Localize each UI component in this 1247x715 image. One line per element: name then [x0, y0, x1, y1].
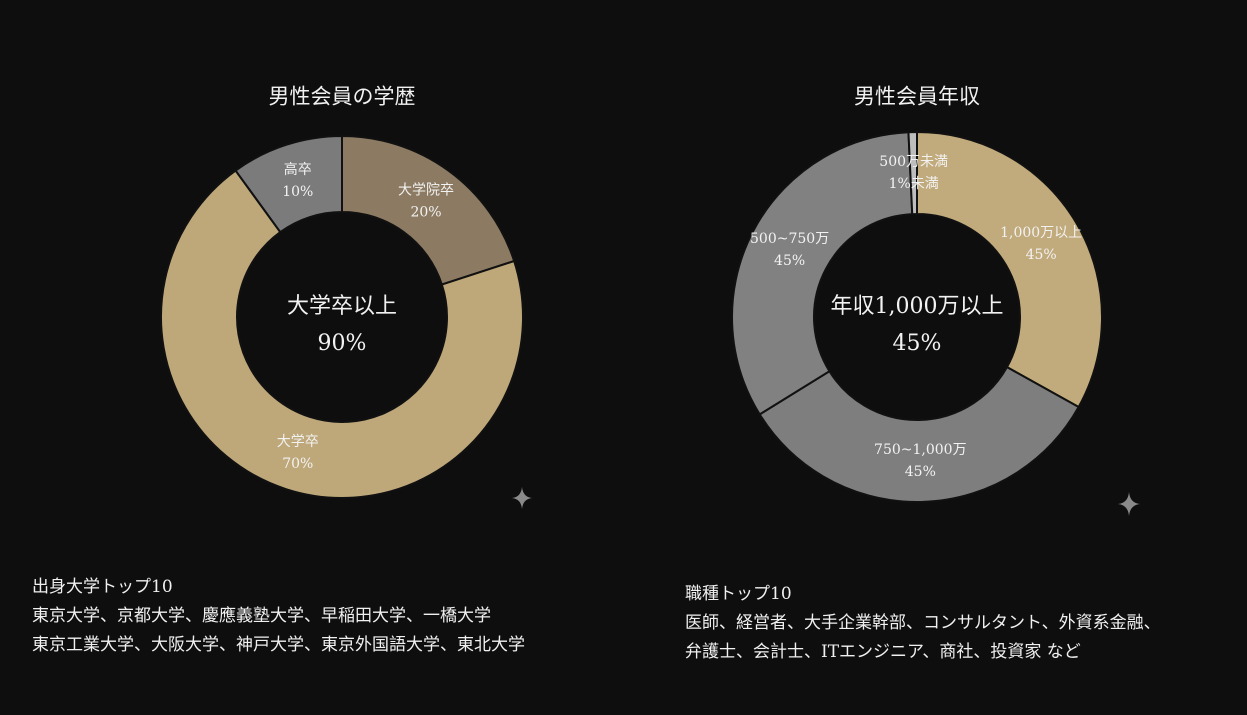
slice-value-label: 45%: [774, 253, 805, 269]
note-line: 医師、経営者、大手企業幹部、コンサルタント、外資系金融、: [685, 613, 1161, 633]
note-heading: 出身大学トップ10: [32, 577, 173, 597]
slice-label: 高卒: [284, 161, 312, 178]
center-label: 大学卒以上: [287, 294, 397, 319]
note-line: 東京工業大学、大阪大学、神戸大学、東京外国語大学、東北大学: [32, 635, 525, 655]
note-line: 弁護士、会計士、ITエンジニア、商社、投資家 など: [685, 642, 1081, 662]
donut-slice: [916, 130, 1103, 409]
slice-value-label: 10%: [282, 184, 313, 200]
donut-slice: [234, 134, 343, 234]
note-heading: 職種トップ10: [685, 584, 792, 604]
slice-label: 500~750万: [750, 231, 829, 247]
note-line: 東京大学、京都大学、慶應義塾大学、早稲田大学、一橋大学: [32, 606, 491, 626]
donut-slice: [907, 130, 918, 216]
note-block: 出身大学トップ10 東京大学、京都大学、慶應義塾大学、早稲田大学、一橋大学 東京…: [32, 573, 525, 660]
note-block: 職種トップ10 医師、経営者、大手企業幹部、コンサルタント、外資系金融、 弁護士…: [685, 580, 1161, 667]
center-label: 年収1,000万以上: [831, 294, 1004, 319]
slice-value-label: 45%: [905, 464, 936, 480]
chart-title: 男性会員の学歴: [269, 85, 416, 109]
slice-label: 大学院卒: [398, 182, 454, 198]
chart-title: 男性会員年収: [854, 85, 980, 109]
slice-value-label: 1%未満: [889, 176, 939, 192]
center-value: 45%: [893, 331, 942, 356]
slice-label: 大学卒: [277, 434, 319, 450]
donut-slice: [758, 365, 1080, 503]
donut-slice: [341, 134, 516, 286]
slice-value-label: 20%: [410, 204, 441, 220]
sparkle-icon: [512, 487, 532, 509]
donut-slice: [160, 169, 524, 499]
slice-label: 750~1,000万: [874, 442, 967, 458]
slice-value-label: 45%: [1026, 247, 1057, 263]
slice-value-label: 70%: [282, 456, 313, 472]
slice-label: 1,000万以上: [1000, 225, 1082, 241]
slice-label: 500万未満: [879, 154, 948, 170]
center-value: 90%: [318, 331, 367, 356]
donut-slice: [731, 131, 914, 416]
sparkle-icon: [1118, 492, 1140, 516]
